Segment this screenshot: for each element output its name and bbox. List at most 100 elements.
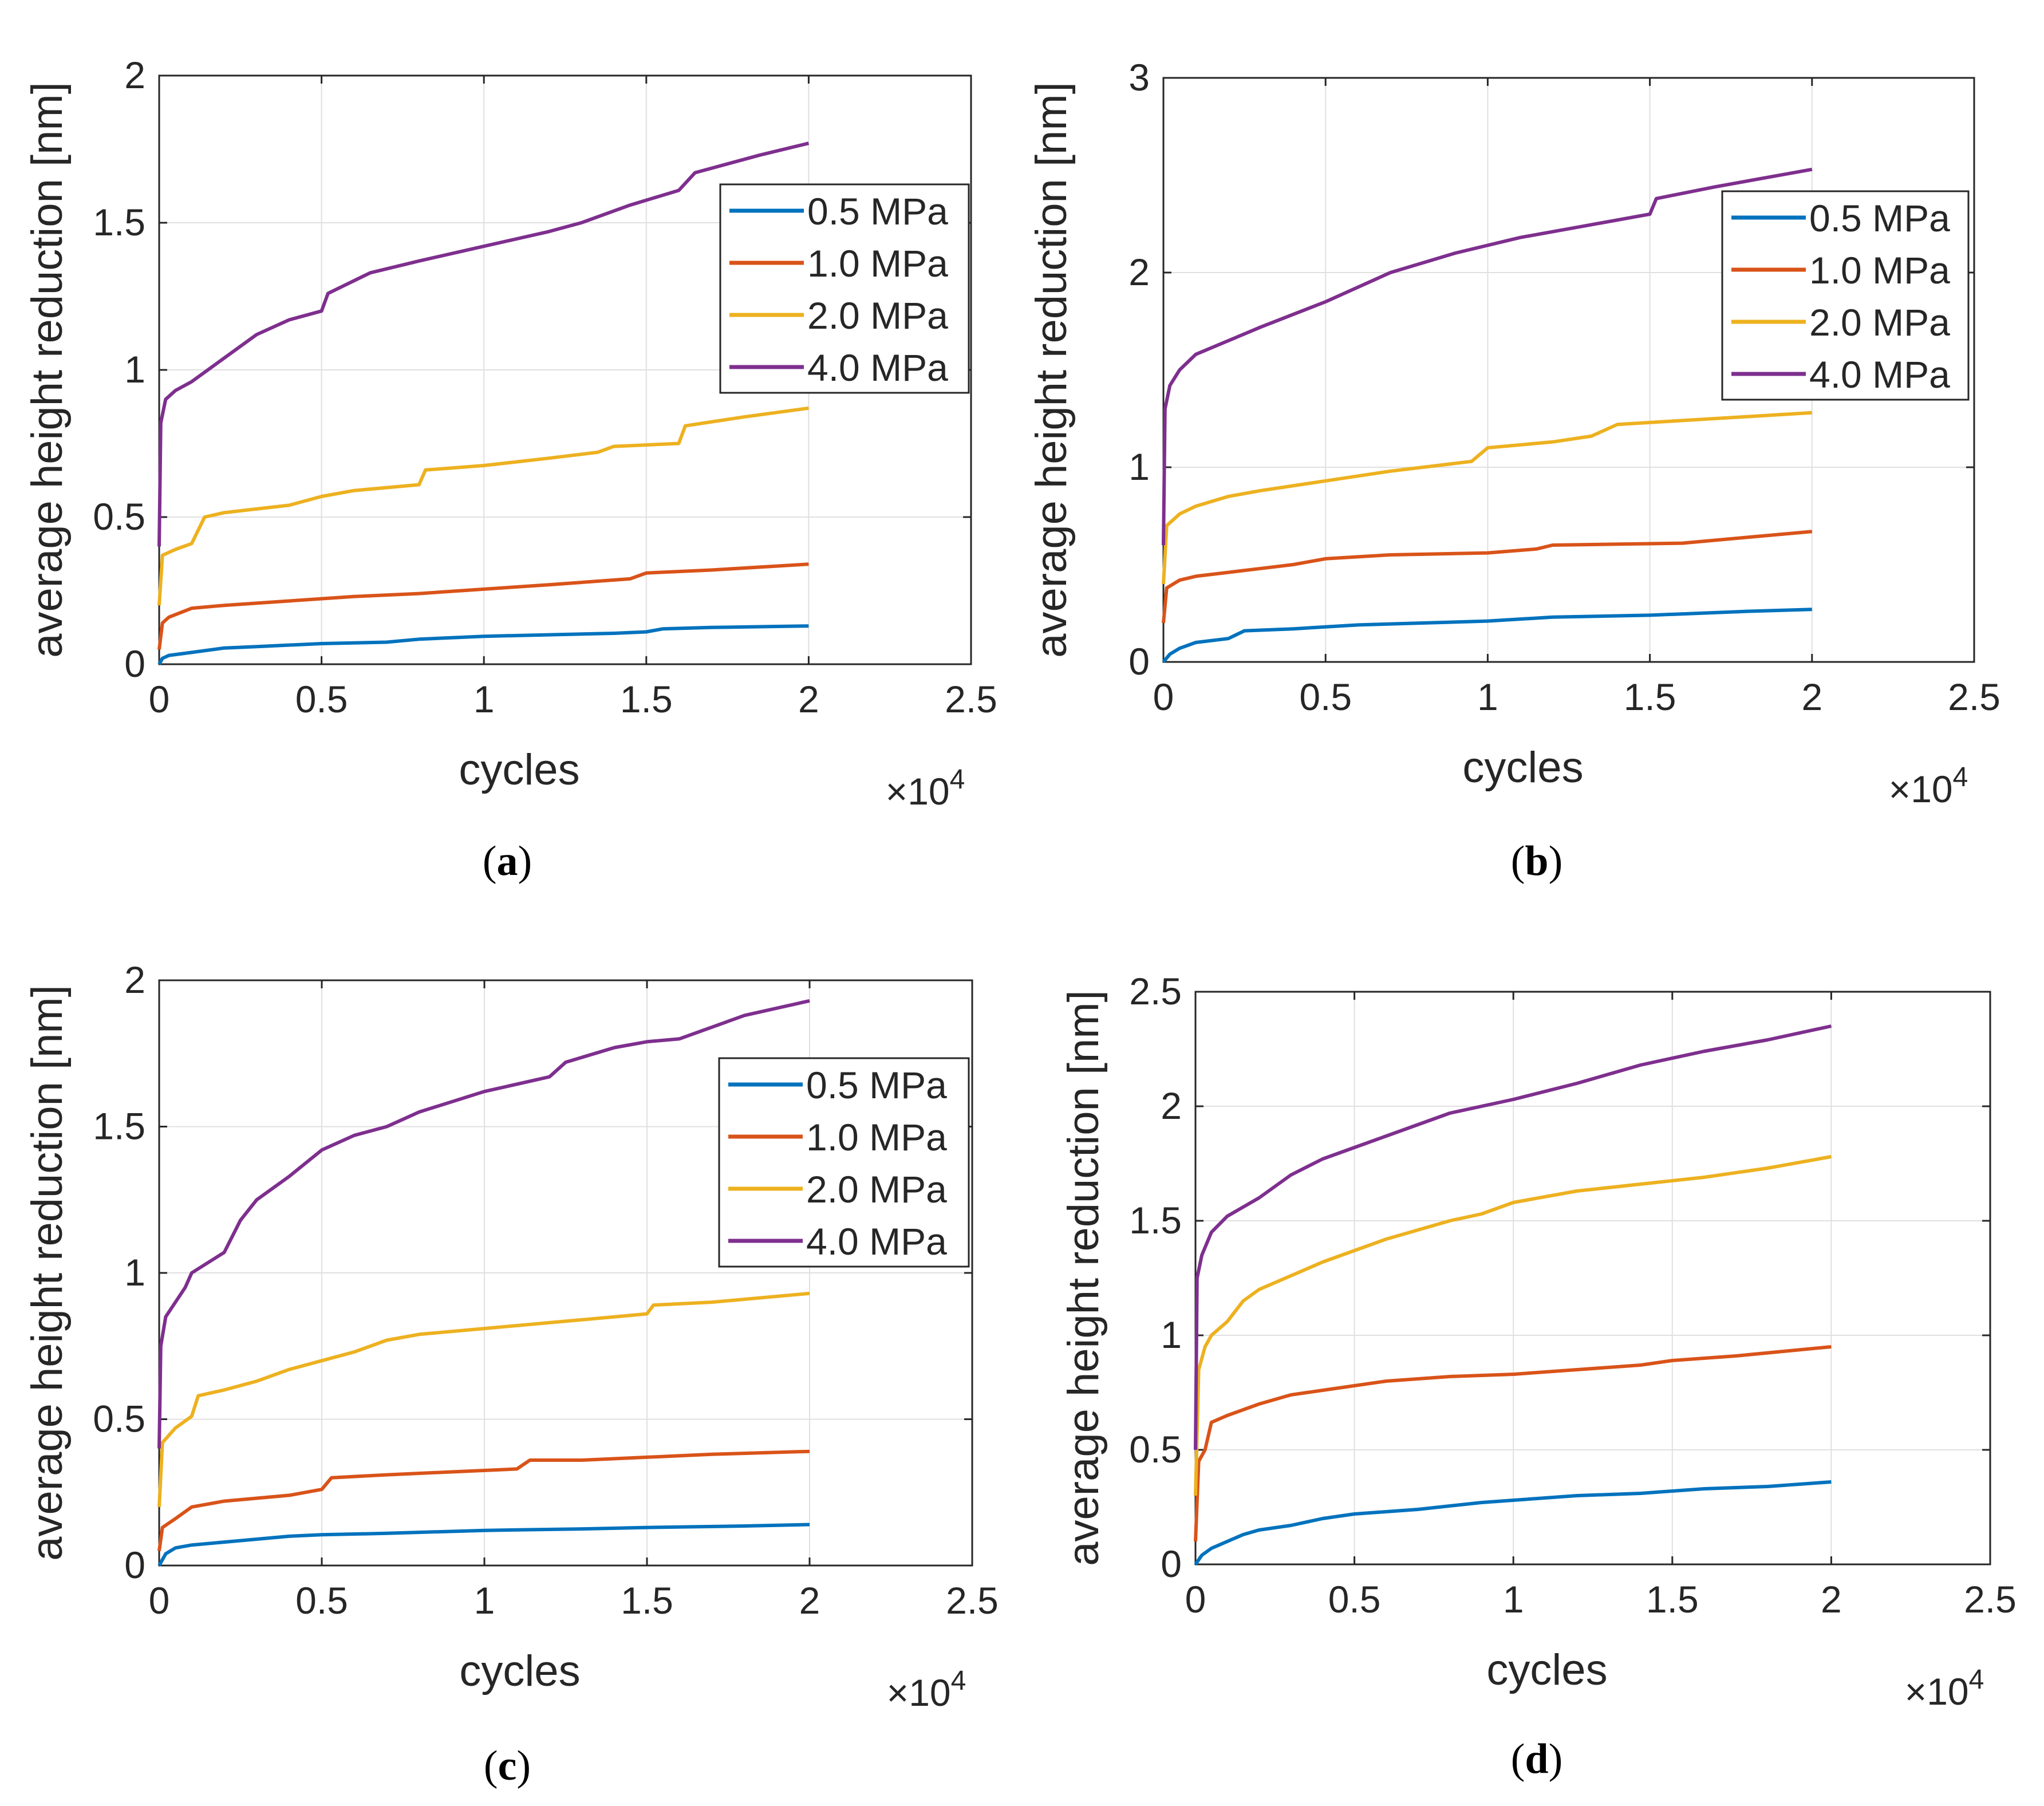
y-tick-label: 0 <box>124 1544 145 1586</box>
axes-box <box>1162 77 1975 663</box>
x-tick-label: 0 <box>1153 676 1174 718</box>
y-tick-label: 0 <box>1128 640 1150 683</box>
legend-box <box>718 1057 970 1268</box>
legend-label: 4.0 MPa <box>806 1220 947 1263</box>
series-line-2-0-MPa <box>1162 411 1812 585</box>
legend-label: 0.5 MPa <box>806 1064 947 1106</box>
y-tick-label: 0.5 <box>93 495 145 538</box>
x-tick-label: 2 <box>799 1579 820 1622</box>
y-tick-label: 2 <box>1161 1085 1182 1127</box>
legend-label: 2.0 MPa <box>807 294 948 337</box>
y-tick-label: 2 <box>124 54 145 96</box>
series-line-4-0-MPa <box>157 999 810 1449</box>
legend-label: 1.0 MPa <box>1809 249 1950 291</box>
y-axis-label: average height reduction [nm] <box>23 82 72 658</box>
x-axis-multiplier: ×104 <box>1889 762 1968 810</box>
legend-label: 2.0 MPa <box>1809 301 1950 344</box>
y-tick-label: 1 <box>1161 1314 1182 1356</box>
legend-label: 0.5 MPa <box>807 190 948 232</box>
x-tick-label: 0.5 <box>295 1579 348 1622</box>
x-axis-multiplier: ×104 <box>887 1666 966 1714</box>
x-tick-label: 0 <box>1185 1578 1206 1620</box>
series-line-2-0-MPa <box>157 406 809 606</box>
y-tick-label: 2.5 <box>1129 970 1182 1012</box>
series-line-2-0-MPa <box>1194 1155 1832 1496</box>
y-tick-label: 0.5 <box>93 1398 145 1440</box>
legend: 0.5 MPa 1.0 MPa 2.0 MPa 4.0 MPa <box>1721 190 1970 401</box>
y-tick-label: 0 <box>124 642 145 685</box>
y-tick-label: 1.5 <box>1129 1199 1182 1241</box>
x-tick-label: 0.5 <box>295 678 348 720</box>
series-line-0-5-MPa <box>157 1523 810 1567</box>
x-tick-label: 0.5 <box>1299 676 1352 718</box>
legend-label: 4.0 MPa <box>807 346 948 389</box>
y-tick-label: 1.5 <box>93 201 145 243</box>
x-tick-label: 1 <box>1503 1578 1524 1620</box>
x-tick-label: 1 <box>474 1579 495 1622</box>
series-line-1-0-MPa <box>157 562 809 650</box>
y-tick-label: 1 <box>124 348 145 391</box>
x-tick-label: 1 <box>1477 676 1498 718</box>
legend-label: 1.0 MPa <box>806 1116 947 1158</box>
x-tick-label: 1 <box>473 678 495 720</box>
series-line-4-0-MPa <box>1162 167 1813 546</box>
y-tick-label: 0.5 <box>1129 1428 1182 1470</box>
y-axis-label: average height reduction [nm] <box>1059 990 1108 1566</box>
legend: 0.5 MPa 1.0 MPa 2.0 MPa 4.0 MPa <box>718 1057 970 1268</box>
y-tick-label: 0 <box>1161 1543 1182 1585</box>
y-tick-label: 1.5 <box>93 1105 145 1148</box>
legend-box <box>1721 190 1970 401</box>
x-tick-label: 1.5 <box>1624 676 1676 718</box>
x-axis-label: cycles <box>459 1647 580 1695</box>
y-tick-label: 2 <box>124 959 145 1001</box>
x-tick-label: 0 <box>149 678 170 720</box>
x-tick-label: 1.5 <box>621 1579 673 1622</box>
x-tick-label: 2 <box>1801 676 1822 718</box>
y-axis-label: average height reduction [nm] <box>1027 82 1076 658</box>
x-tick-label: 2 <box>798 678 819 720</box>
y-tick-label: 1 <box>124 1251 145 1294</box>
x-axis-label: cycles <box>459 746 579 794</box>
x-axis-multiplier: ×104 <box>886 764 965 813</box>
series-line-0-5-MPa <box>1162 608 1812 663</box>
x-tick-label: 1.5 <box>1646 1578 1699 1620</box>
x-tick-label: 2.5 <box>1948 676 2000 718</box>
x-axis-multiplier: ×104 <box>1905 1665 1984 1713</box>
panel-c: 0 0.5 1 1.5 2 2.5 0 0.5 1 1.5 2 cycles average heigh… <box>23 959 999 1789</box>
series-line-1-0-MPa <box>1162 530 1813 624</box>
legend-label: 4.0 MPa <box>1809 353 1950 396</box>
y-tick-label: 3 <box>1128 56 1150 98</box>
series-line-0-5-MPa <box>157 624 809 665</box>
x-tick-label: 2.5 <box>946 1579 999 1622</box>
x-tick-label: 1.5 <box>620 678 673 720</box>
series-line-1-0-MPa <box>1194 1345 1832 1542</box>
y-tick-label: 1 <box>1128 445 1150 488</box>
panel-b: 0 0.5 1 1.5 2 2.5 0 1 2 3 cycles average height red… <box>1027 56 2000 885</box>
panel-caption: (a) <box>483 838 532 885</box>
legend-box <box>719 183 970 394</box>
plot-area <box>1195 992 1990 1564</box>
x-tick-label: 0 <box>149 1579 170 1622</box>
x-tick-label: 2 <box>1821 1578 1842 1620</box>
series-line-1-0-MPa <box>157 1449 810 1551</box>
series-line-0-5-MPa <box>1194 1480 1832 1566</box>
panel-a: 0 0.5 1 1.5 2 2.5 0 0.5 1 1.5 2 cycles average heigh… <box>23 54 997 885</box>
x-tick-label: 0.5 <box>1328 1578 1381 1620</box>
legend: 0.5 MPa 1.0 MPa 2.0 MPa 4.0 MPa <box>719 183 970 394</box>
legend-label: 2.0 MPa <box>806 1168 947 1210</box>
legend-label: 1.0 MPa <box>807 242 948 285</box>
y-tick-label: 2 <box>1128 251 1150 293</box>
series-line-4-0-MPa <box>1194 1024 1832 1450</box>
x-axis-label: cycles <box>1462 743 1583 792</box>
panel-caption: (b) <box>1511 838 1562 885</box>
panel-d: 0 0.5 1 1.5 2 2.5 0 0.5 1 1.5 2 2.5 cycles average he… <box>1059 970 2017 1783</box>
legend-label: 0.5 MPa <box>1809 197 1950 239</box>
panel-caption: (c) <box>484 1742 531 1789</box>
y-axis-label: average height reduction [nm] <box>23 985 72 1561</box>
series-line-4-0-MPa <box>157 141 810 547</box>
panel-caption: (d) <box>1511 1736 1562 1783</box>
x-tick-label: 2.5 <box>1964 1578 2017 1620</box>
series-line-2-0-MPa <box>157 1291 810 1507</box>
x-tick-label: 2.5 <box>945 678 997 720</box>
